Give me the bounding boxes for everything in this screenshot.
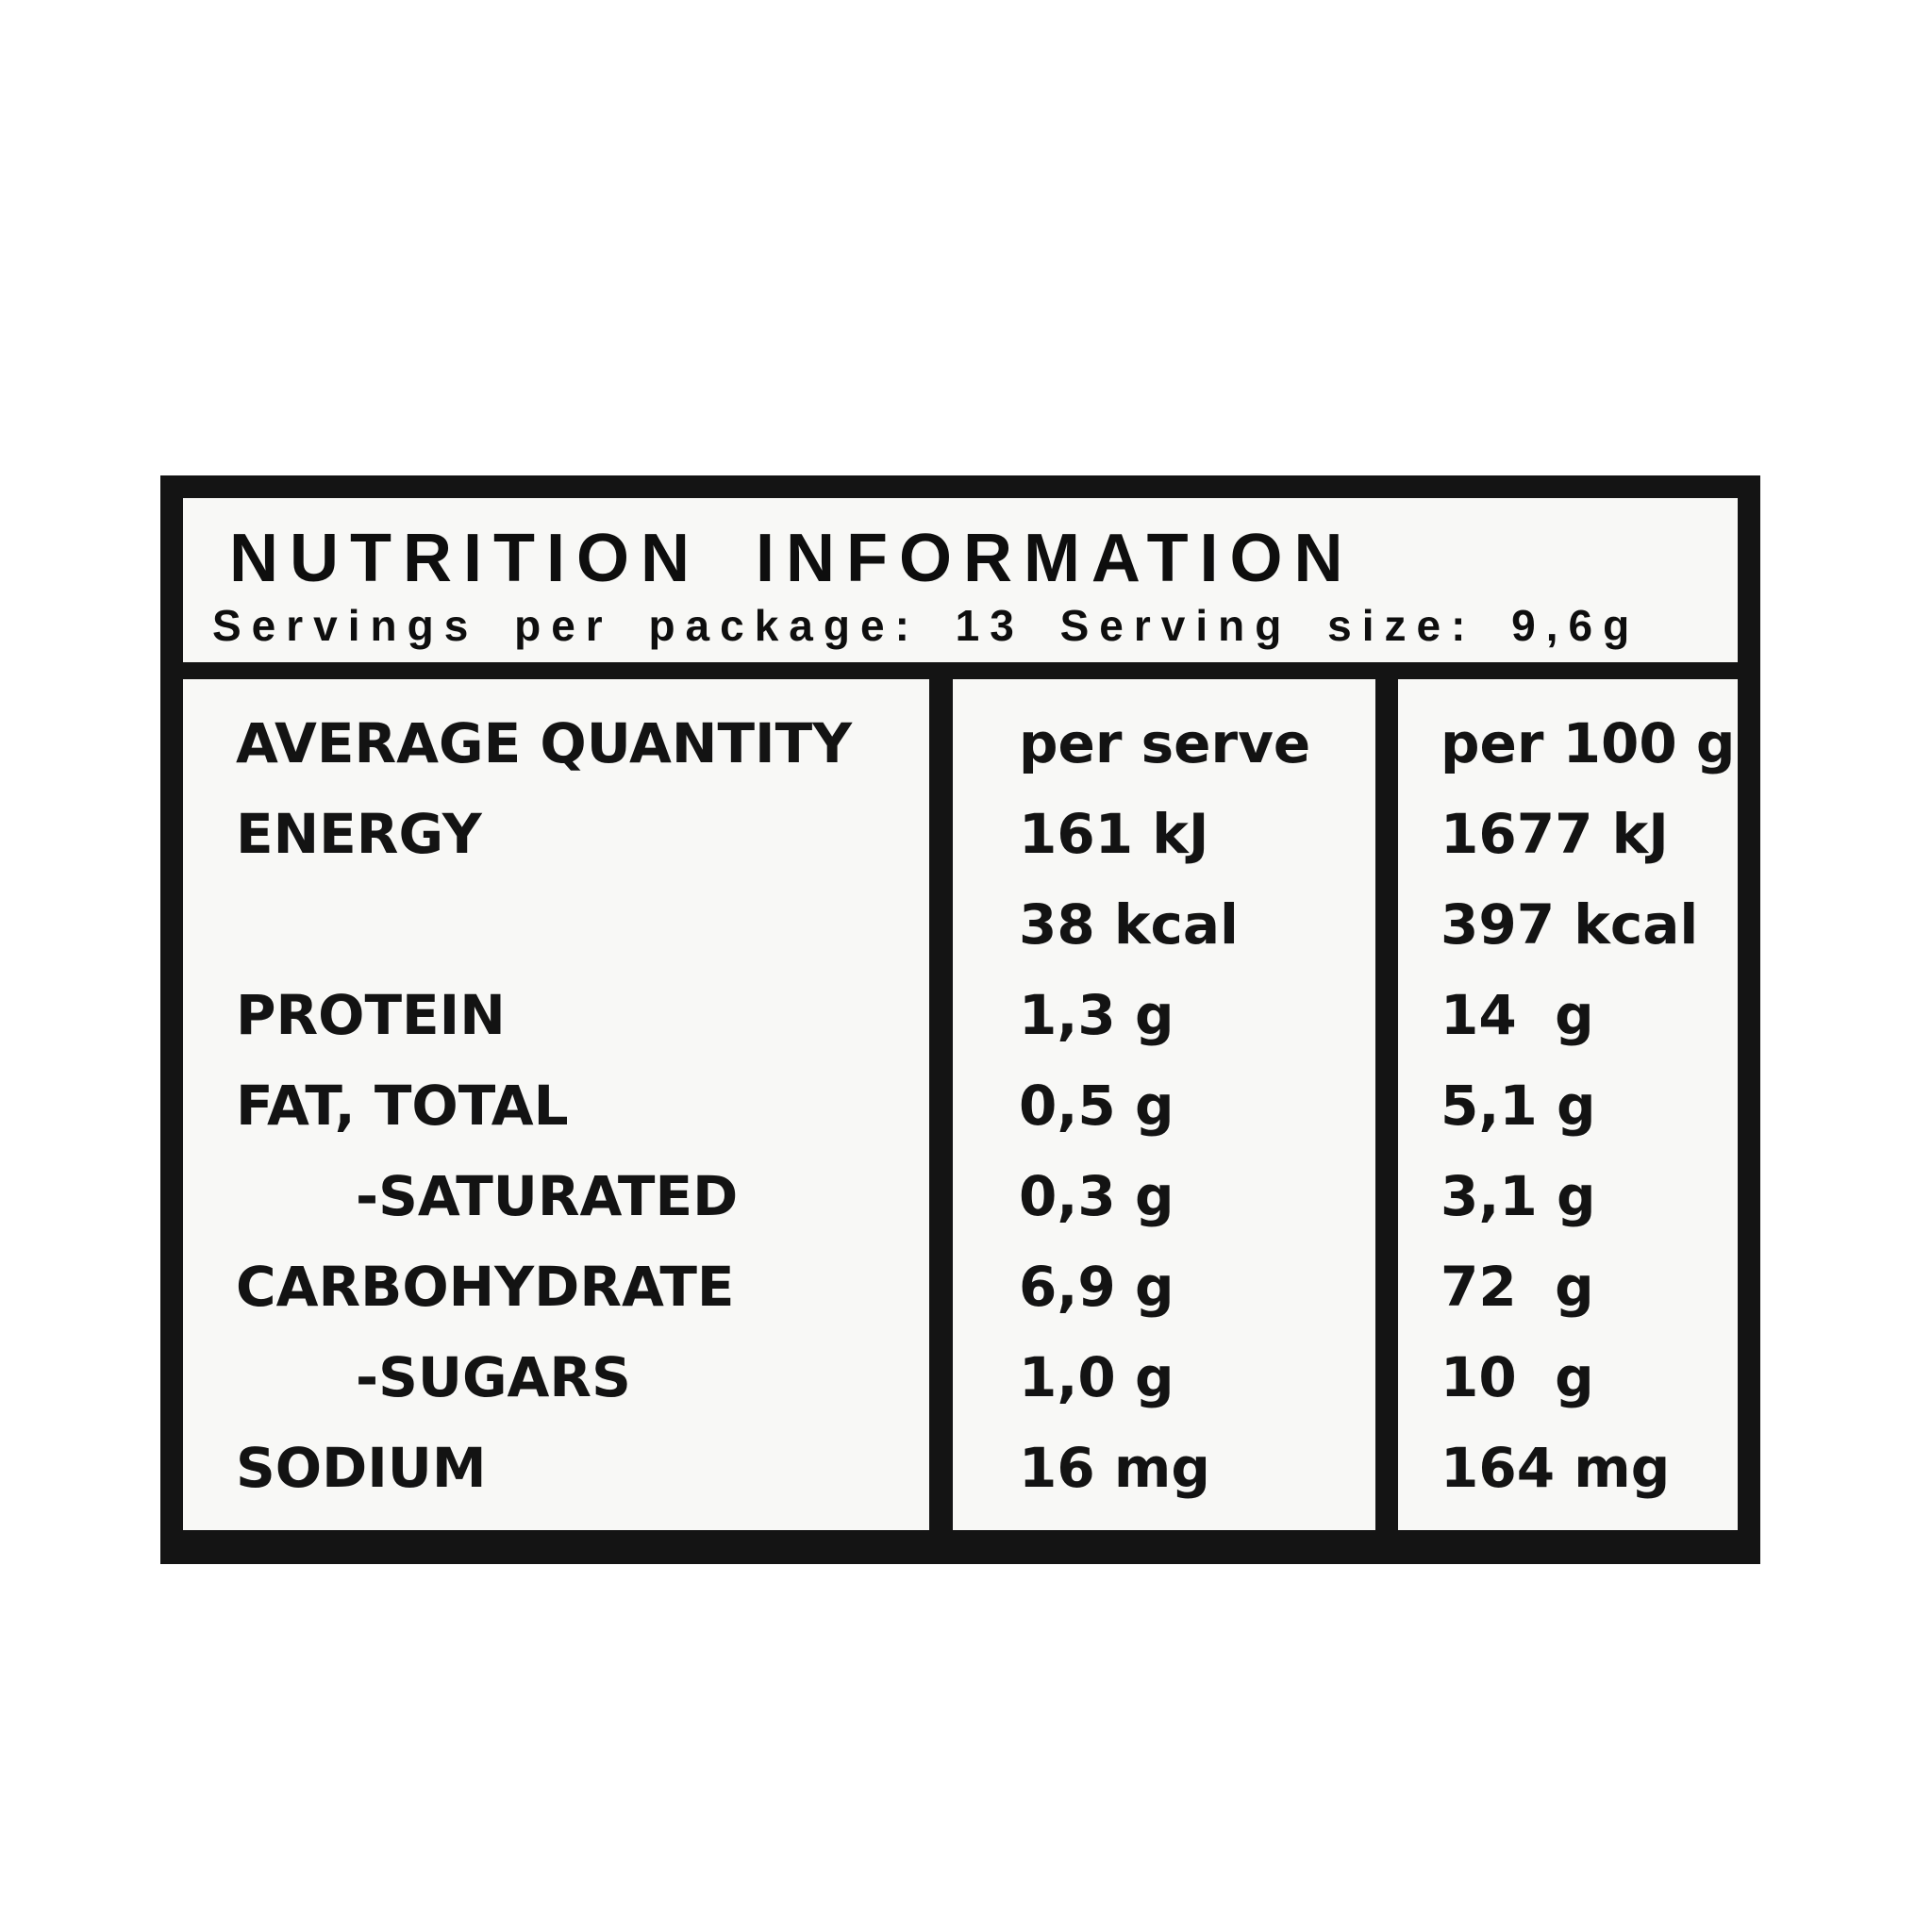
label-header: NUTRITION INFORMATION Servings per packa… bbox=[183, 498, 1738, 662]
value-carbohydrate-per-serve: 6,9 g bbox=[1019, 1255, 1174, 1319]
value-energy-kcal-per-serve: 38 kcal bbox=[1019, 892, 1239, 957]
value-carbohydrate-per-100g: 72 g bbox=[1441, 1255, 1594, 1319]
row-label-sugars: -SUGARS bbox=[356, 1345, 631, 1409]
value-fat-total-per-100g: 5,1 g bbox=[1441, 1074, 1596, 1138]
nutrition-table: AVERAGE QUANTITY ENERGY PROTEIN FAT, TOT… bbox=[183, 679, 1738, 1530]
label-title: NUTRITION INFORMATION bbox=[229, 521, 1355, 596]
value-sodium-per-serve: 16 mg bbox=[1019, 1436, 1210, 1500]
value-energy-kj-per-serve: 161 kJ bbox=[1019, 802, 1209, 866]
row-label-carbohydrate: CARBOHYDRATE bbox=[236, 1255, 735, 1319]
value-energy-kcal-per-100g: 397 kcal bbox=[1441, 892, 1699, 957]
column-labels: AVERAGE QUANTITY ENERGY PROTEIN FAT, TOT… bbox=[183, 679, 929, 1530]
column-header-per-100g: per 100 g bbox=[1441, 711, 1736, 775]
row-label-energy: ENERGY bbox=[236, 802, 482, 866]
column-divider-2 bbox=[1375, 679, 1398, 1530]
value-fat-total-per-serve: 0,5 g bbox=[1019, 1074, 1174, 1138]
value-energy-kj-per-100g: 1677 kJ bbox=[1441, 802, 1669, 866]
column-header-per-serve: per serve bbox=[1019, 711, 1311, 775]
nutrition-label: NUTRITION INFORMATION Servings per packa… bbox=[160, 475, 1760, 1564]
value-protein-per-100g: 14 g bbox=[1441, 983, 1594, 1047]
row-label-fat-total: FAT, TOTAL bbox=[236, 1074, 569, 1138]
row-label-sodium: SODIUM bbox=[236, 1436, 487, 1500]
value-saturated-per-serve: 0,3 g bbox=[1019, 1164, 1174, 1228]
value-saturated-per-100g: 3,1 g bbox=[1441, 1164, 1596, 1228]
header-divider bbox=[183, 662, 1738, 679]
value-sodium-per-100g: 164 mg bbox=[1441, 1436, 1671, 1500]
column-header-average-quantity: AVERAGE QUANTITY bbox=[236, 711, 853, 775]
row-label-saturated: -SATURATED bbox=[356, 1164, 739, 1228]
value-protein-per-serve: 1,3 g bbox=[1019, 983, 1174, 1047]
column-per-100g: per 100 g 1677 kJ 397 kcal 14 g 5,1 g 3,… bbox=[1398, 679, 1738, 1530]
column-divider-1 bbox=[929, 679, 953, 1530]
column-per-serve: per serve 161 kJ 38 kcal 1,3 g 0,5 g 0,3… bbox=[953, 679, 1375, 1530]
label-servings-line: Servings per package: 13 Serving size: 9… bbox=[212, 601, 1641, 650]
row-label-protein: PROTEIN bbox=[236, 983, 506, 1047]
row-label-energy-kcal bbox=[236, 896, 929, 987]
value-sugars-per-100g: 10 g bbox=[1441, 1345, 1594, 1409]
value-sugars-per-serve: 1,0 g bbox=[1019, 1345, 1174, 1409]
